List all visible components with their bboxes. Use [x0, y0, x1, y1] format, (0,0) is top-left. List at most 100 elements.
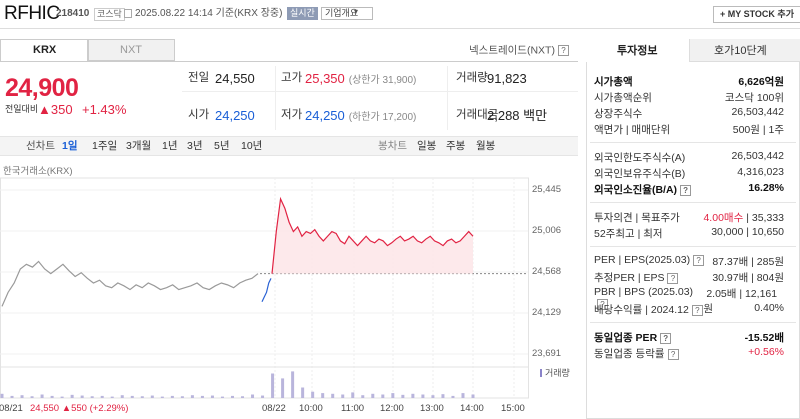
info-value: 26,503,442	[728, 150, 784, 165]
orderbook-tab-label: 호가10단계	[714, 45, 767, 57]
info-label: PER | EPS(2025.03)?	[594, 254, 705, 269]
info-label: 상장주식수	[594, 106, 642, 121]
info-value: 87.37배 | 285원	[709, 254, 784, 269]
info-label: 외국인보유주식수(B)	[594, 166, 685, 181]
info-label: 동일업종 PER?	[594, 330, 672, 345]
volume-legend-swatch	[540, 369, 542, 377]
y-tick-label: 25,006	[532, 225, 562, 236]
help-icon[interactable]: ?	[660, 332, 672, 344]
volume-bar	[441, 394, 445, 398]
help-icon[interactable]: ?	[691, 304, 703, 316]
info-row: 동일업종 등락률? +0.56%	[594, 346, 784, 361]
help-icon[interactable]: ?	[680, 184, 692, 196]
info-value-text: 500원 | 1주	[732, 124, 784, 136]
info-value-text: 26,503,442	[731, 150, 784, 162]
info-row: 시가총액 6,626억원	[594, 74, 784, 89]
info-value: 500원 | 1주	[730, 122, 784, 137]
info-label: 배당수익률 | 2024.12?	[594, 302, 703, 317]
info-row: 투자의견 | 목표주가 4.00매수 | 35,333	[594, 210, 784, 225]
volume-bar	[150, 395, 154, 398]
stat-label: 고가	[281, 72, 303, 84]
invest-tab-label: 투자정보	[617, 45, 658, 57]
stat-note: (하한가 17,200)	[348, 112, 417, 123]
info-label: PBR | BPS (2025.03)?	[594, 286, 703, 316]
volume-bar	[391, 393, 395, 398]
volume-bar	[130, 395, 134, 398]
price-line	[1, 260, 259, 307]
volume-bar	[271, 373, 275, 398]
info-row: 52주최고 | 최저 30,000 | 10,650	[594, 226, 784, 241]
info-value-text: 4,316,023	[737, 166, 784, 178]
stat-note: (상한가 31,900)	[348, 75, 417, 86]
x-tick-label: 15:00	[501, 403, 525, 414]
line-chart-label: 선차트	[26, 140, 55, 152]
help-icon[interactable]: ?	[557, 45, 569, 56]
x-tick-label: 10:00	[299, 403, 323, 414]
info-value: 코스닥 100위	[722, 90, 784, 105]
help-icon[interactable]: ?	[693, 254, 705, 266]
info-value: 4,316,023	[734, 166, 784, 181]
stat-value: 24,250 (하한가 17,200)	[305, 108, 417, 123]
period-button[interactable]: 5년	[214, 140, 230, 152]
volume-bar	[291, 371, 295, 398]
company-overview-button[interactable]: 기업개요	[321, 7, 374, 20]
info-value: 16.28%	[745, 182, 784, 197]
dropdown-arrow: ▾	[354, 7, 359, 16]
tab-underline	[0, 61, 578, 62]
candle-period-button[interactable]: 주봉	[446, 140, 466, 152]
info-value-text: 4.00매수	[703, 212, 744, 224]
invest-tab-inactive[interactable]	[690, 39, 800, 62]
stat-label: 시가	[188, 109, 210, 121]
stats-separator	[447, 66, 448, 130]
nxt-tab[interactable]	[88, 39, 175, 61]
x-tick-label: 14:00	[460, 403, 484, 414]
change-label: 전일대비	[5, 104, 39, 114]
timestamp: 2025.08.22 14:14 기준(KRX 장중)	[135, 8, 283, 19]
period-button[interactable]: 1일	[62, 140, 78, 152]
volume-bar	[241, 396, 245, 398]
period-button[interactable]: 1년	[162, 140, 178, 152]
nxt-link[interactable]: 넥스트레이드(NXT)?	[469, 45, 569, 56]
volume-bar	[170, 395, 174, 398]
info-label: 시가총액순위	[594, 90, 652, 105]
help-icon[interactable]: ?	[597, 298, 608, 310]
period-button[interactable]: 1주일	[92, 140, 118, 152]
volume-bar	[351, 392, 355, 398]
stat-value: 25,350 (상한가 31,900)	[305, 71, 417, 86]
invest-tab-active[interactable]	[586, 39, 690, 62]
volume-bar	[331, 393, 335, 398]
add-mystock-button[interactable]: + MY STOCK 추가	[713, 6, 800, 23]
volume-bar	[401, 394, 405, 398]
info-value: 6,626억원	[735, 74, 784, 89]
info-row: 시가총액순위 코스닥 100위	[594, 90, 784, 105]
volume-bar	[20, 395, 24, 398]
volume-bar	[361, 395, 365, 398]
period-button[interactable]: 10년	[241, 140, 263, 152]
volume-bar	[80, 395, 84, 398]
period-button[interactable]: 3개월	[126, 140, 152, 152]
help-icon[interactable]: ?	[667, 272, 679, 284]
volume-bar	[451, 395, 455, 398]
group-divider	[590, 202, 796, 203]
stat-value: 24,550	[215, 71, 255, 86]
volume-bar	[311, 391, 315, 398]
volume-bar	[321, 393, 325, 398]
info-row: 상장주식수 26,503,442	[594, 106, 784, 121]
info-label-text: 추정PER | EPS	[594, 272, 665, 284]
volume-bar	[230, 395, 234, 398]
info-label-text: 시가총액	[594, 76, 633, 88]
help-icon[interactable]: ?	[667, 348, 679, 360]
info-value-text: 87.37배 | 285원	[712, 256, 784, 268]
info-label-text: PBR | BPS (2025.03)	[594, 286, 694, 298]
volume-bar	[341, 394, 345, 398]
period-button[interactable]: 3년	[187, 140, 203, 152]
candle-period-button[interactable]: 일봉	[417, 140, 437, 152]
stat-label: 거래대금	[456, 109, 499, 121]
volume-label: 거래량	[545, 368, 570, 378]
volume-bar	[60, 396, 64, 398]
volume-bar	[371, 393, 375, 398]
price-line	[261, 278, 272, 302]
candle-period-button[interactable]: 월봉	[476, 140, 496, 152]
group-divider	[590, 246, 796, 247]
krx-tab[interactable]	[0, 39, 88, 61]
